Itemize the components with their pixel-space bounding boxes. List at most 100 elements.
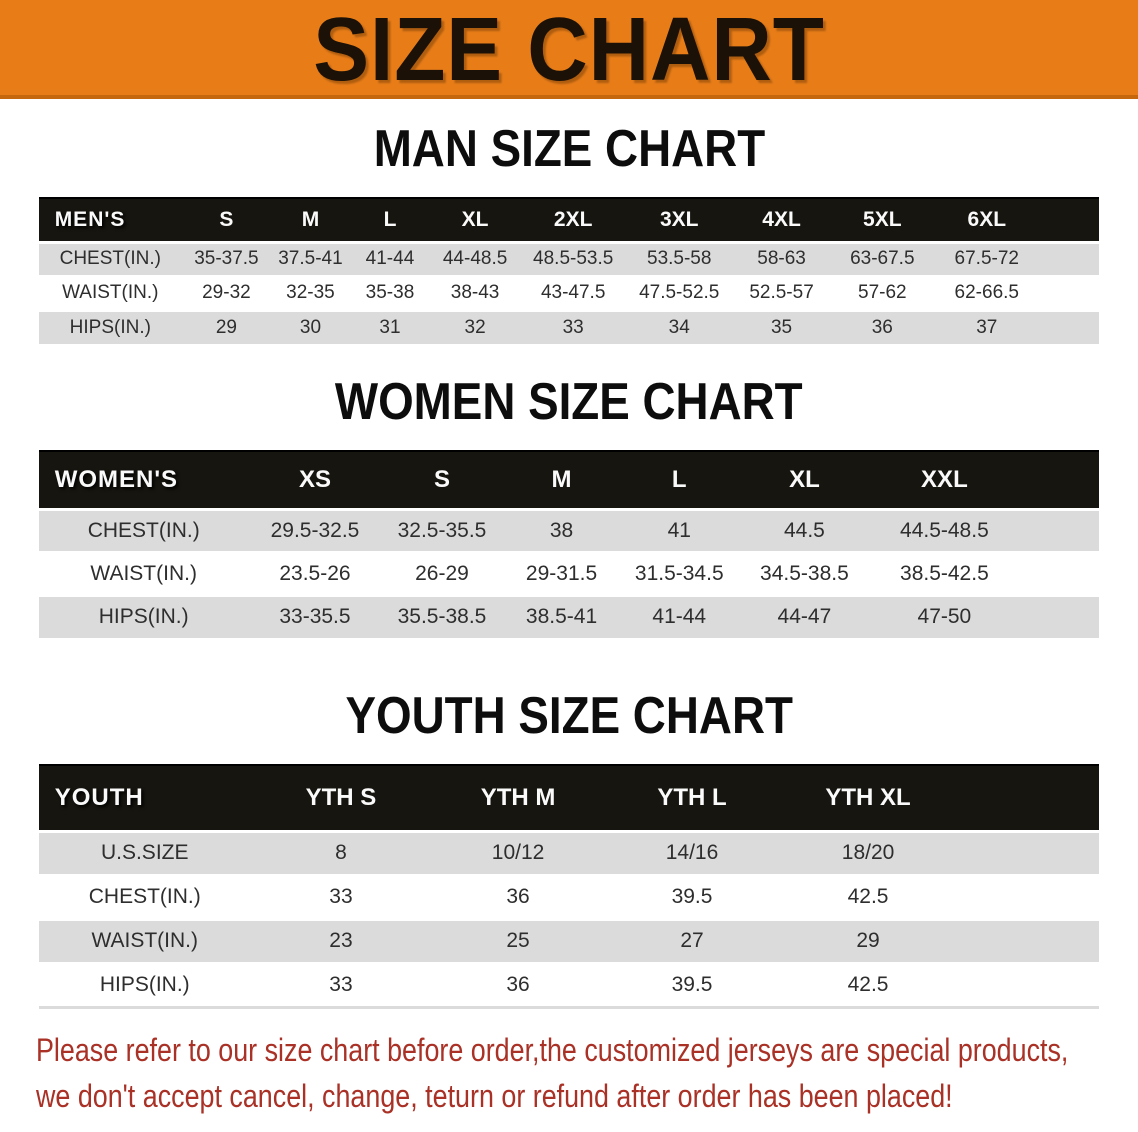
size-value: 41 [620, 507, 739, 552]
men-size-header-2xl: 2XL [520, 197, 627, 242]
women-size-header-xxl: XXL [870, 450, 1019, 509]
size-value: 38.5-41 [502, 593, 621, 638]
man-section-title-text: MAN SIZE CHART [373, 120, 765, 178]
size-value: 33 [520, 308, 627, 344]
size-value: 35-37.5 [181, 240, 271, 276]
row-label: HIPS(IN.) [38, 308, 182, 344]
size-value: 30 [270, 308, 350, 344]
youth-size-header-s: YTH S [250, 764, 432, 831]
size-value: 43-47.5 [520, 274, 627, 310]
men-table-label: MEN'S [38, 197, 182, 242]
youth-size-table: YOUTH YTH S YTH M YTH L YTH XL U.S.SIZE … [38, 764, 1100, 1009]
size-value: 33 [250, 873, 432, 919]
women-size-table: WOMEN'S XS S M L XL XXL CHEST(IN.) 29.5-… [38, 450, 1100, 638]
size-value: 35-38 [349, 274, 431, 310]
size-value: 33-35.5 [248, 593, 382, 638]
row-spacer [957, 961, 1100, 1009]
row-spacer [1039, 308, 1100, 344]
row-label: U.S.SIZE [38, 829, 251, 875]
row-spacer [957, 873, 1100, 919]
order-disclaimer: Please refer to our size chart before or… [0, 1027, 1138, 1119]
header-spacer [1018, 450, 1100, 509]
size-value: 44-48.5 [430, 240, 521, 276]
size-value: 39.5 [605, 961, 779, 1009]
men-size-header-3xl: 3XL [626, 197, 733, 242]
row-label: HIPS(IN.) [38, 961, 251, 1009]
size-value: 31.5-34.5 [620, 550, 739, 595]
size-value: 36 [431, 961, 606, 1009]
size-value: 34.5-38.5 [738, 550, 871, 595]
size-value: 63-67.5 [830, 240, 934, 276]
men-size-table: MEN'S S M L XL 2XL 3XL 4XL 5XL 6XL CHEST… [38, 197, 1100, 344]
size-value: 32.5-35.5 [381, 507, 503, 552]
row-spacer [1039, 240, 1100, 276]
size-value: 57-62 [830, 274, 934, 310]
size-value: 38 [502, 507, 621, 552]
youth-table-label: YOUTH [38, 764, 251, 831]
men-size-header-xl: XL [430, 197, 521, 242]
row-spacer [957, 829, 1100, 875]
men-size-header-l: L [349, 197, 431, 242]
size-value: 23 [250, 917, 432, 963]
size-value: 35 [732, 308, 831, 344]
women-header-row: WOMEN'S XS S M L XL XXL [38, 450, 1100, 509]
men-chest-row: CHEST(IN.) 35-37.5 37.5-41 41-44 44-48.5… [38, 240, 1100, 276]
size-value: 33 [250, 961, 432, 1009]
size-value: 36 [431, 873, 606, 919]
women-size-header-xs: XS [248, 450, 382, 509]
women-table-label: WOMEN'S [38, 450, 249, 509]
row-label: CHEST(IN.) [38, 873, 251, 919]
size-value: 48.5-53.5 [520, 240, 627, 276]
man-section-title: MAN SIZE CHART [0, 121, 1138, 177]
youth-ussize-row: U.S.SIZE 8 10/12 14/16 18/20 [38, 829, 1100, 875]
youth-section-title: YOUTH SIZE CHART [0, 688, 1138, 744]
size-value: 47-50 [870, 593, 1019, 638]
youth-chest-row: CHEST(IN.) 33 36 39.5 42.5 [38, 873, 1100, 919]
size-value: 25 [431, 917, 606, 963]
size-value: 42.5 [778, 873, 958, 919]
men-size-header-s: S [181, 197, 271, 242]
size-value: 32-35 [270, 274, 350, 310]
size-value: 27 [605, 917, 779, 963]
header-spacer [1039, 197, 1100, 242]
size-value: 38-43 [430, 274, 521, 310]
disclaimer-line-1: Please refer to our size chart before or… [36, 1031, 1069, 1068]
size-value: 42.5 [778, 961, 958, 1009]
row-label: WAIST(IN.) [38, 550, 249, 595]
header-spacer [957, 764, 1100, 831]
men-size-header-m: M [270, 197, 350, 242]
women-chest-row: CHEST(IN.) 29.5-32.5 32.5-35.5 38 41 44.… [38, 507, 1100, 552]
youth-header-row: YOUTH YTH S YTH M YTH L YTH XL [38, 764, 1100, 831]
size-value: 14/16 [605, 829, 779, 875]
row-label: WAIST(IN.) [38, 917, 251, 963]
size-value: 38.5-42.5 [870, 550, 1019, 595]
youth-size-header-xl: YTH XL [778, 764, 958, 831]
women-size-header-xl: XL [738, 450, 871, 509]
youth-section-title-text: YOUTH SIZE CHART [345, 687, 793, 745]
row-label: CHEST(IN.) [38, 507, 249, 552]
size-value: 10/12 [431, 829, 606, 875]
size-value: 36 [830, 308, 934, 344]
youth-size-header-m: YTH M [431, 764, 606, 831]
size-value: 8 [250, 829, 432, 875]
disclaimer-line-2: we don't accept cancel, change, teturn o… [36, 1077, 953, 1114]
youth-size-header-l: YTH L [605, 764, 779, 831]
size-value: 23.5-26 [248, 550, 382, 595]
banner-title: SIZE CHART [313, 0, 825, 100]
size-value: 26-29 [381, 550, 503, 595]
men-hips-row: HIPS(IN.) 29 30 31 32 33 34 35 36 37 [38, 308, 1100, 344]
women-hips-row: HIPS(IN.) 33-35.5 35.5-38.5 38.5-41 41-4… [38, 593, 1100, 638]
women-section-title: WOMEN SIZE CHART [0, 374, 1138, 430]
women-size-header-m: M [502, 450, 621, 509]
row-spacer [1018, 507, 1100, 552]
size-chart-banner: SIZE CHART [0, 0, 1138, 100]
size-value: 58-63 [732, 240, 831, 276]
row-spacer [1018, 550, 1100, 595]
size-value: 35.5-38.5 [381, 593, 503, 638]
size-value: 53.5-58 [626, 240, 733, 276]
men-header-row: MEN'S S M L XL 2XL 3XL 4XL 5XL 6XL [38, 197, 1100, 242]
size-value: 29-31.5 [502, 550, 621, 595]
size-value: 41-44 [349, 240, 431, 276]
size-value: 52.5-57 [732, 274, 831, 310]
men-waist-row: WAIST(IN.) 29-32 32-35 35-38 38-43 43-47… [38, 274, 1100, 310]
